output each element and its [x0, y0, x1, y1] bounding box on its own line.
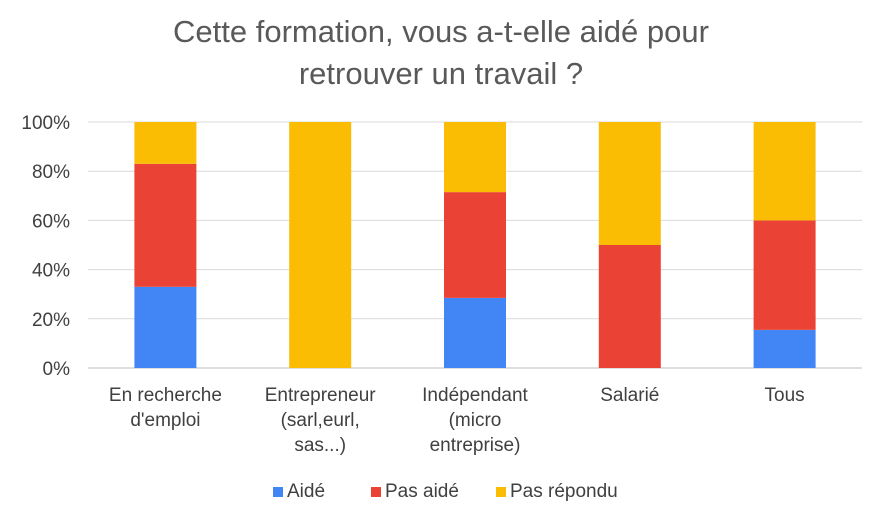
x-axis-categories: En recherche d'emploi Entrepreneur (sarl,eu… — [109, 385, 805, 456]
bar-segment — [753, 122, 816, 221]
bar-segment — [444, 297, 506, 368]
bar-segment — [598, 245, 661, 368]
bar-segment — [444, 122, 506, 193]
bar-segment — [444, 192, 506, 298]
bar-segment — [289, 122, 352, 368]
bar-segment — [598, 122, 661, 245]
legend-swatch — [371, 487, 381, 497]
x-category-label: entreprise) — [430, 435, 521, 456]
x-category-label: Indépendant — [422, 385, 528, 406]
bars — [134, 122, 816, 368]
x-category-label: Entrepreneur — [265, 385, 377, 406]
chart-title-line-2: retrouver un travail ? — [299, 56, 583, 91]
x-category-label: Salarié — [600, 385, 659, 406]
legend-swatch — [496, 487, 506, 497]
bar-segment — [753, 220, 816, 330]
y-tick-label: 100% — [21, 113, 70, 134]
legend: Aidé Pas aidé Pas répondu — [273, 481, 618, 502]
bar-segment — [134, 122, 197, 164]
y-tick-label: 20% — [32, 310, 70, 331]
legend-swatch — [273, 487, 283, 497]
bar-segment — [753, 329, 816, 368]
bar-segment — [134, 286, 197, 368]
legend-label: Pas répondu — [510, 481, 618, 502]
x-category-label: (sarl,eurl, — [281, 410, 360, 431]
y-tick-label: 60% — [32, 211, 70, 232]
y-tick-label: 80% — [32, 162, 70, 183]
x-category-label: Tous — [765, 385, 805, 406]
bar-segment — [134, 163, 197, 287]
y-axis-ticks: 0% 20% 40% 60% 80% 100% — [21, 113, 70, 380]
legend-label: Aidé — [287, 481, 325, 502]
y-tick-label: 0% — [43, 359, 71, 380]
x-category-label: d'emploi — [130, 410, 200, 431]
chart-title-line-1: Cette formation, vous a-t-elle aidé pour — [173, 14, 709, 49]
x-category-label: En recherche — [109, 385, 222, 406]
y-tick-label: 40% — [32, 261, 70, 282]
legend-label: Pas aidé — [385, 481, 459, 502]
x-category-label: sas...) — [294, 435, 346, 456]
x-category-label: (micro — [449, 410, 502, 431]
